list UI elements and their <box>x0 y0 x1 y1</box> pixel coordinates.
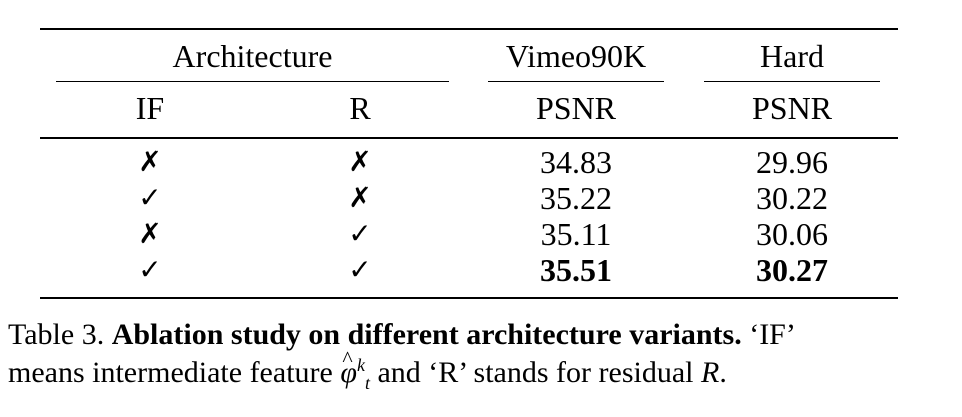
header-hard: Hard <box>760 38 824 74</box>
ablation-table: Architecture Vimeo90K Hard IF R PSNR PSN… <box>40 28 898 300</box>
header-if: IF <box>135 90 165 126</box>
caption-label: Table 3. <box>8 318 105 351</box>
row-4-vimeo-psnr: 35.51 <box>540 252 612 288</box>
table-top-rule <box>40 28 898 30</box>
caption-line-2: means intermediate feature ^ φkt and ‘R’ … <box>8 346 953 393</box>
header-psnr-hard: PSNR <box>751 90 833 126</box>
hard-underline <box>704 81 880 83</box>
caption-if-term: ‘IF’ <box>749 318 796 351</box>
residual-symbol: R <box>701 356 720 389</box>
phi-symbol: ^ φkt <box>340 346 370 393</box>
row-1-vimeo-psnr: 34.83 <box>540 144 612 180</box>
header-r: R <box>349 90 371 126</box>
caption-end: . <box>719 356 727 389</box>
row-1-hard-psnr: 29.96 <box>756 144 828 180</box>
row-4-hard-psnr: 30.27 <box>756 252 828 288</box>
row-2-if-mark: ✓ <box>138 181 162 214</box>
row-1-if-mark: ✗ <box>138 145 162 178</box>
caption-text-residual: and ‘R’ stands for residual <box>377 356 694 389</box>
row-1-r-mark: ✗ <box>348 145 372 178</box>
table-caption: Table 3. Ablation study on different arc… <box>8 316 953 392</box>
header-architecture: Architecture <box>172 38 333 74</box>
row-3-vimeo-psnr: 35.11 <box>540 216 612 252</box>
row-4-r-mark: ✓ <box>348 253 372 286</box>
table-header-rule <box>40 137 898 139</box>
phi-superscript: k <box>356 355 365 375</box>
vimeo-underline <box>488 81 664 83</box>
caption-title: Ablation study on different architecture… <box>111 318 742 351</box>
phi-base: φ <box>340 356 357 389</box>
architecture-underline <box>56 81 449 83</box>
row-3-hard-psnr: 30.06 <box>756 216 828 252</box>
row-3-if-mark: ✗ <box>138 217 162 250</box>
row-3-r-mark: ✓ <box>348 217 372 250</box>
caption-text-intermediate: means intermediate feature <box>8 356 333 389</box>
caption-line-1: Table 3. Ablation study on different arc… <box>8 316 953 354</box>
row-2-r-mark: ✗ <box>348 181 372 214</box>
row-2-vimeo-psnr: 35.22 <box>540 180 612 216</box>
phi-subscript: t <box>364 373 370 393</box>
row-4-if-mark: ✓ <box>138 253 162 286</box>
row-2-hard-psnr: 30.22 <box>756 180 828 216</box>
header-psnr-vimeo: PSNR <box>535 90 617 126</box>
header-vimeo90k: Vimeo90K <box>505 38 647 74</box>
table-bottom-rule <box>40 297 898 300</box>
phi-hat: ^ <box>342 346 353 371</box>
